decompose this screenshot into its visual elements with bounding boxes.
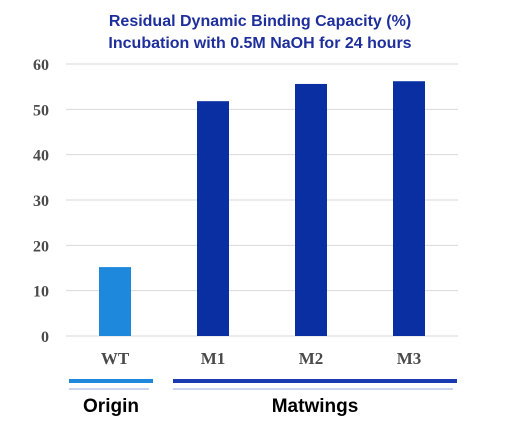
bar-m2 — [295, 83, 327, 337]
y-tick-label: 20 — [33, 238, 49, 255]
y-tick-label: 30 — [33, 193, 49, 210]
x-tick-label: M1 — [201, 349, 226, 368]
bars — [99, 81, 425, 337]
group-label: Origin — [83, 396, 139, 417]
chart-subtitle: Incubation with 0.5M NaOH for 24 hours — [108, 35, 411, 52]
y-tick-label: 60 — [33, 57, 49, 74]
y-tick-label: 10 — [33, 284, 49, 301]
gridlines — [66, 63, 458, 337]
x-axis: WT M1 M2 M3 — [101, 349, 421, 368]
x-tick-label: M3 — [397, 349, 422, 368]
y-tick-label: 50 — [33, 102, 49, 119]
category-groups: Origin Matwings — [69, 379, 457, 417]
y-tick-label: 0 — [41, 329, 49, 346]
bar-wt — [99, 267, 131, 336]
chart-title: Residual Dynamic Binding Capacity (%) — [109, 13, 411, 30]
bar-m3 — [393, 81, 425, 336]
x-tick-label: WT — [101, 349, 130, 368]
y-tick-label: 40 — [33, 148, 49, 165]
y-axis: 0 10 20 30 40 50 60 — [33, 57, 49, 346]
x-tick-label: M2 — [299, 349, 324, 368]
group-label: Matwings — [272, 396, 359, 417]
bar-m1 — [197, 101, 229, 336]
